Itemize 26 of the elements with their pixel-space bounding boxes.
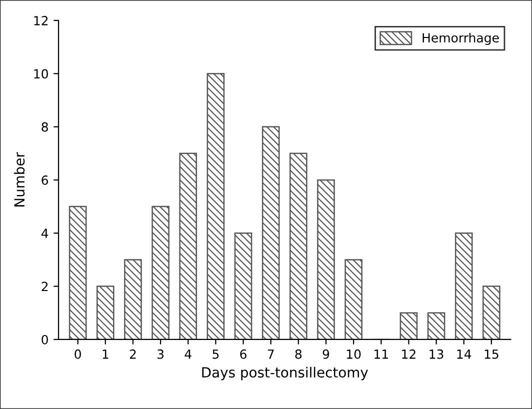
x-tick-label: 11 [374,350,388,359]
x-tick-label: 9 [322,349,330,359]
x-tick-label: 6 [240,349,246,359]
x-tick-label: 2 [130,349,136,359]
x-tick-label: 8 [295,349,302,359]
y-tick-label: 4 [41,228,48,238]
y-tick-label: 0 [42,334,48,344]
x-tick-label: 4 [184,350,192,359]
y-tick-label: 12 [34,16,48,26]
x-tick-label: 10 [346,349,361,359]
y-tick-label: 8 [42,122,48,132]
x-tick-label: 5 [212,350,219,359]
x-tick-label: 14 [457,350,472,359]
x-tick-label: 12 [402,349,416,359]
y-axis-title: Number [14,152,25,206]
x-tick-label: 15 [484,350,498,359]
y-tick-label: 6 [42,175,48,185]
x-tick-label: 3 [158,349,164,359]
x-tick-label: 13 [430,349,444,359]
x-tick-label: 1 [102,350,108,359]
x-tick-label: 7 [268,350,274,359]
y-tick-label: 10 [34,69,48,79]
x-axis-title: Days post-tonsillectomy [202,366,368,380]
y-tick-label: 2 [42,282,48,292]
legend-label: Hemorrhage [422,32,499,45]
x-tick-label: 0 [74,349,81,359]
